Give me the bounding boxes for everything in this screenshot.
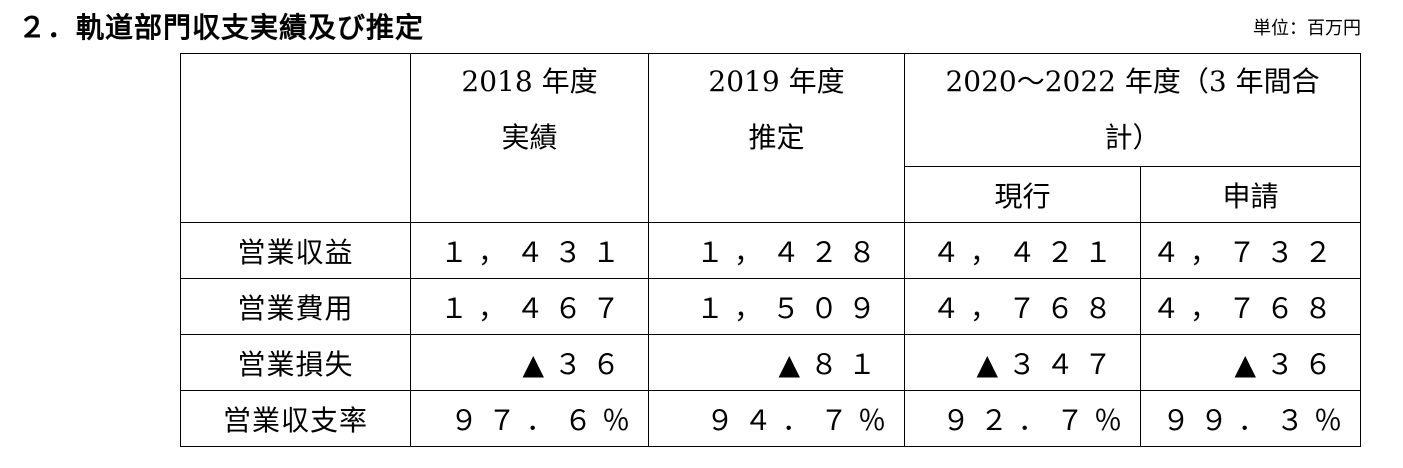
- table-cell: １，４６７: [410, 278, 649, 335]
- table-cell: ▲３４７: [904, 334, 1141, 391]
- table-cell: ４，７３２: [1139, 222, 1362, 279]
- table-cell: ９２．７％: [904, 390, 1141, 447]
- table-cell: ９４．７％: [648, 390, 905, 447]
- table-cell: １，５０９: [648, 278, 905, 335]
- header-application: 申請: [1139, 166, 1362, 223]
- table-cell: １，４３１: [410, 222, 649, 279]
- header-2019-year: 2019 年度: [708, 65, 845, 98]
- table-cell: ▲８１: [648, 334, 905, 391]
- header-2019-estimate: 2019 年度 推定: [648, 53, 905, 223]
- table-cell: ４，７６８: [1139, 278, 1362, 335]
- table-cell: ４，４２１: [904, 222, 1141, 279]
- table-cell: ９９．３％: [1139, 390, 1362, 447]
- table-cell: １，４２８: [648, 222, 905, 279]
- header-2020-2022: 2020～2022 年度（3 年間合 計）: [903, 53, 1362, 167]
- table-row: 営業収益 １，４３１ １，４２８ ４，４２１ ４，７３２: [180, 222, 1362, 279]
- row-label: 営業収益: [180, 222, 411, 279]
- header-2018-actual: 2018 年度 実績: [410, 53, 649, 223]
- table-cell: ４，７６８: [904, 278, 1141, 335]
- row-label: 営業費用: [180, 278, 411, 335]
- header-2020-2022-line1: 2020～2022 年度（3 年間合: [945, 65, 1320, 98]
- header-current: 現行: [904, 166, 1141, 223]
- header-2020-2022-line2: 計）: [1104, 121, 1161, 154]
- header-row-2: 現行 申請: [181, 166, 1362, 223]
- header-row-1: 2018 年度 実績 2019 年度 推定 2020～2022 年度（3 年間合…: [180, 53, 1362, 223]
- revenue-expense-table: 2018 年度 実績 2019 年度 推定 2020～2022 年度（3 年間合…: [180, 53, 1362, 447]
- section-heading: ２．軌道部門収支実績及び推定: [18, 11, 425, 44]
- row-label: 営業損失: [180, 334, 411, 391]
- header-2018-year: 2018 年度: [461, 65, 598, 98]
- header-2019-type: 推定: [748, 121, 805, 154]
- table-row: 営業収支率 ９７．６％ ９４．７％ ９２．７％ ９９．３％: [180, 390, 1362, 447]
- table-cell: ９７．６％: [410, 390, 649, 447]
- table-row: 営業損失 ▲３６ ▲８１ ▲３４７ ▲３６: [180, 334, 1362, 391]
- row-label: 営業収支率: [180, 390, 411, 447]
- unit-label: 単位：百万円: [1253, 18, 1361, 39]
- table-cell: ▲３６: [1139, 334, 1362, 391]
- header-blank-cell: [180, 53, 411, 223]
- table-row: 営業費用 １，４６７ １，５０９ ４，７６８ ４，７６８: [180, 278, 1362, 335]
- header-2018-type: 実績: [501, 121, 558, 154]
- table-cell: ▲３６: [410, 334, 649, 391]
